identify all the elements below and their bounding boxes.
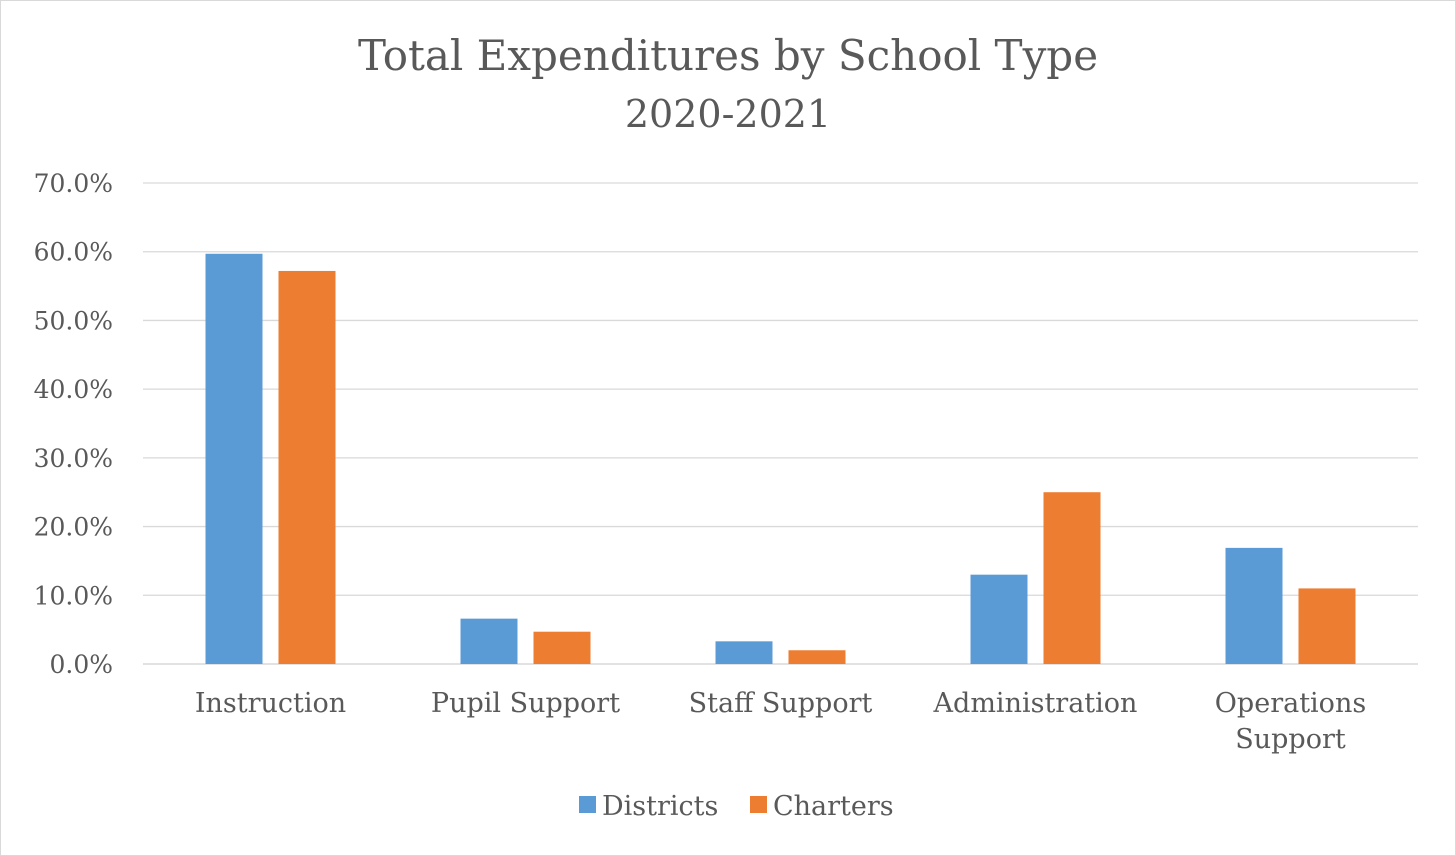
y-axis-ticks: 0.0% 10.0% 20.0% 30.0% 40.0% 50.0% 60.0% 70.0% [34, 169, 113, 679]
bar-districts-staff-support [715, 641, 773, 664]
bar-charters-pupil-support [533, 631, 591, 664]
legend-swatch-districts [579, 796, 596, 813]
bar-districts-operations-support [1225, 547, 1283, 664]
x-axis-labels: Instruction Pupil Support Staff Support Adm… [195, 688, 1366, 755]
y-tick-label: 30.0% [34, 444, 113, 473]
legend-swatch-charters [750, 796, 767, 813]
x-category-label: Staff Support [689, 688, 873, 719]
y-tick-label: 10.0% [34, 581, 113, 610]
bar-charters-operations-support [1298, 588, 1356, 664]
bar-districts-administration [970, 574, 1028, 664]
legend-label-charters: Charters [773, 791, 894, 822]
chart-title: Total Expenditures by School Type [357, 31, 1099, 80]
bar-charters-administration [1043, 492, 1101, 664]
y-tick-label: 60.0% [34, 238, 113, 267]
x-category-label: Instruction [195, 688, 346, 719]
chart-subtitle: 2020-2021 [624, 92, 832, 136]
bar-charters-staff-support [788, 650, 846, 664]
bars [205, 253, 1356, 665]
y-tick-label: 70.0% [34, 169, 113, 198]
x-category-label: Administration [933, 688, 1138, 719]
y-tick-label: 40.0% [34, 375, 113, 404]
y-tick-label: 50.0% [34, 306, 113, 335]
y-tick-label: 20.0% [34, 513, 113, 542]
x-category-label: Operations Support [1215, 688, 1366, 755]
bar-charters-instruction [278, 270, 336, 664]
x-category-label: Pupil Support [431, 688, 620, 719]
legend: Districts Charters [579, 791, 894, 822]
bar-districts-instruction [205, 253, 263, 665]
bar-districts-pupil-support [460, 618, 518, 664]
legend-label-districts: Districts [602, 791, 718, 822]
y-tick-label: 0.0% [49, 650, 113, 679]
gridlines [143, 182, 1418, 665]
